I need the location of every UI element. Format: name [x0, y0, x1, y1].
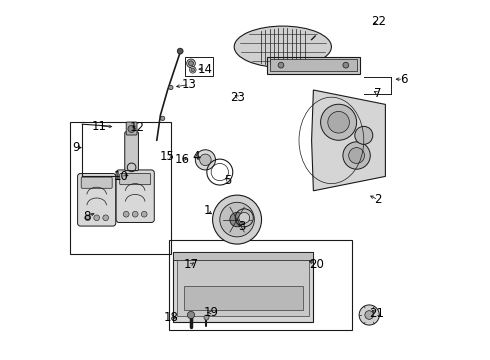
Circle shape — [204, 315, 209, 320]
Text: 7: 7 — [374, 87, 382, 100]
Text: 3: 3 — [238, 220, 245, 233]
Text: 20: 20 — [310, 258, 324, 271]
Text: 10: 10 — [113, 170, 128, 183]
Text: 17: 17 — [183, 258, 198, 271]
Text: 23: 23 — [230, 91, 245, 104]
FancyBboxPatch shape — [267, 57, 360, 74]
Text: 13: 13 — [182, 78, 196, 91]
Circle shape — [189, 61, 194, 66]
Circle shape — [355, 126, 373, 144]
FancyBboxPatch shape — [116, 170, 154, 222]
Text: 11: 11 — [92, 120, 107, 132]
Circle shape — [161, 116, 165, 121]
Text: 15: 15 — [160, 150, 175, 163]
Text: 21: 21 — [369, 307, 384, 320]
Circle shape — [132, 211, 138, 217]
Circle shape — [128, 125, 135, 132]
Text: 2: 2 — [374, 193, 382, 206]
Circle shape — [199, 154, 211, 166]
Circle shape — [359, 305, 379, 325]
Circle shape — [230, 212, 245, 227]
Text: 19: 19 — [203, 306, 219, 319]
Circle shape — [141, 211, 147, 217]
FancyBboxPatch shape — [77, 174, 116, 226]
FancyBboxPatch shape — [270, 59, 357, 71]
Circle shape — [123, 211, 129, 217]
FancyBboxPatch shape — [125, 132, 139, 171]
Circle shape — [365, 311, 373, 319]
Circle shape — [190, 67, 196, 73]
Text: 14: 14 — [198, 63, 213, 76]
FancyBboxPatch shape — [126, 122, 137, 135]
Circle shape — [85, 215, 91, 221]
Circle shape — [349, 148, 365, 163]
Text: 16: 16 — [174, 153, 190, 166]
Ellipse shape — [234, 26, 331, 68]
Circle shape — [328, 112, 349, 133]
Circle shape — [343, 62, 349, 68]
Circle shape — [213, 195, 262, 244]
Circle shape — [239, 212, 250, 223]
Text: 18: 18 — [164, 311, 179, 324]
Text: 12: 12 — [129, 121, 145, 134]
Text: 22: 22 — [371, 15, 386, 28]
Circle shape — [320, 104, 357, 140]
FancyBboxPatch shape — [177, 260, 309, 316]
Text: 5: 5 — [224, 174, 231, 186]
FancyBboxPatch shape — [184, 286, 303, 310]
Polygon shape — [312, 90, 386, 191]
Text: 4: 4 — [193, 150, 200, 163]
Circle shape — [220, 202, 254, 237]
Circle shape — [177, 48, 183, 54]
Circle shape — [187, 59, 196, 68]
Circle shape — [187, 311, 195, 319]
Text: 8: 8 — [84, 210, 91, 222]
Circle shape — [278, 62, 284, 68]
Circle shape — [343, 142, 370, 169]
Circle shape — [103, 215, 109, 221]
Text: 9: 9 — [72, 141, 79, 154]
Circle shape — [169, 85, 173, 90]
Text: 1: 1 — [203, 204, 211, 217]
Circle shape — [191, 68, 195, 72]
FancyBboxPatch shape — [120, 174, 151, 185]
FancyBboxPatch shape — [173, 252, 314, 322]
Circle shape — [196, 150, 216, 170]
FancyBboxPatch shape — [173, 252, 314, 260]
Circle shape — [94, 215, 99, 221]
Text: 6: 6 — [400, 73, 407, 86]
FancyBboxPatch shape — [81, 177, 112, 188]
